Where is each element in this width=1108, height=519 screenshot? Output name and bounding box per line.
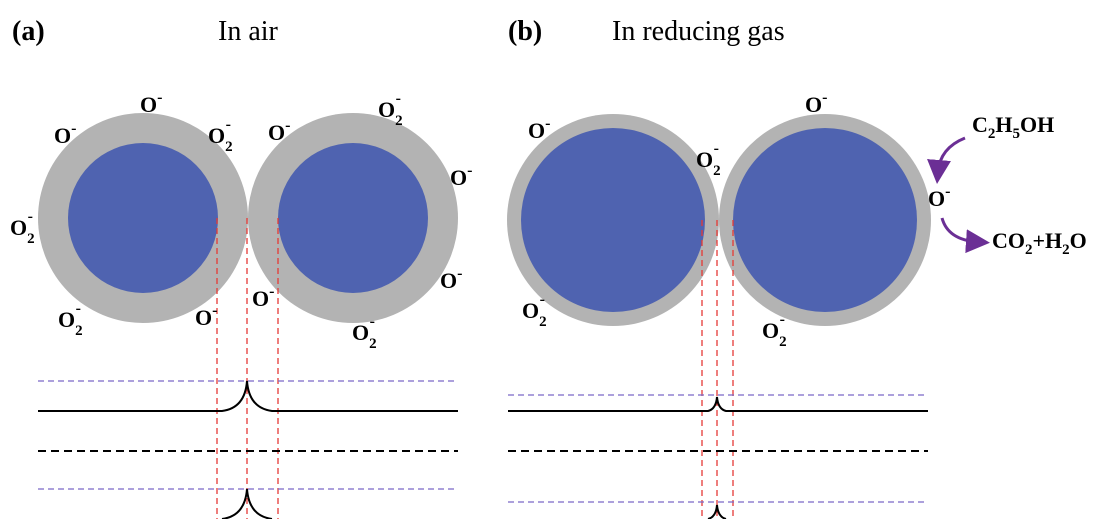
ion-label: O-: [195, 302, 217, 330]
ion-subscript: 2: [779, 334, 787, 350]
ion-charge: -: [540, 291, 545, 308]
ion-symbol: O: [58, 307, 75, 332]
ion-symbol: O: [762, 318, 779, 343]
formula-part: 2: [988, 126, 996, 142]
ion-charge: -: [714, 140, 719, 157]
ion-charge: -: [212, 302, 217, 319]
formula-part: C: [972, 112, 988, 137]
ion-charge: -: [945, 183, 950, 200]
ion-label: O2 -: [10, 208, 35, 247]
ion-symbol: O: [268, 120, 285, 145]
ion-subscript: 2: [225, 139, 233, 155]
formula-part: H: [995, 112, 1012, 137]
formula-part: CO: [992, 228, 1025, 253]
ion-subscript: 2: [395, 113, 403, 129]
panel-letter: (b): [508, 16, 542, 47]
ion-symbol: O: [928, 186, 945, 211]
formula: C2H5OH: [972, 112, 1054, 142]
ion-charge: -: [545, 115, 550, 132]
formula: CO2+H2O: [992, 228, 1087, 258]
ion-symbol: O: [140, 92, 157, 117]
ion-symbol: O: [352, 320, 369, 345]
ion-charge: -: [285, 117, 290, 134]
formula-part: O: [1070, 228, 1087, 253]
ion-charge: -: [269, 283, 274, 300]
panel-title: In air: [218, 16, 279, 47]
ion-charge: -: [396, 90, 401, 107]
ion-charge: -: [822, 89, 827, 106]
ion-label: O-: [440, 265, 462, 293]
ion-label: O-: [928, 183, 950, 211]
ion-charge: -: [467, 162, 472, 179]
ion-charge: -: [157, 89, 162, 106]
ion-subscript: 2: [369, 336, 377, 352]
ion-symbol: O: [528, 118, 545, 143]
ion-charge: -: [226, 116, 231, 133]
ion-label: O-: [805, 89, 827, 117]
formula-part: 5: [1013, 126, 1021, 142]
formula-part: OH: [1020, 112, 1054, 137]
ion-symbol: O: [252, 286, 269, 311]
ion-label: O2 -: [58, 300, 83, 339]
ion-label: O-: [450, 162, 472, 190]
ion-label: O-: [252, 283, 274, 311]
ion-subscript: 2: [27, 231, 35, 247]
ion-symbol: O: [10, 215, 27, 240]
formula-part: 2: [1025, 242, 1033, 258]
ion-label: O2 -: [522, 291, 547, 330]
particles: [38, 113, 931, 326]
ion-label: O-: [140, 89, 162, 117]
ion-charge: -: [780, 311, 785, 328]
ion-symbol: O: [195, 305, 212, 330]
ion-symbol: O: [208, 123, 225, 148]
ion-subscript: 2: [539, 314, 547, 330]
ion-charge: -: [370, 313, 375, 330]
ion-subscript: 2: [713, 163, 721, 179]
ion-symbol: O: [450, 165, 467, 190]
formula-part: +H: [1033, 228, 1063, 253]
ion-symbol: O: [805, 92, 822, 117]
diagram: (a) In air (b) In reducing gas O-O-O2-O-: [0, 0, 1108, 519]
ion-subscript: 2: [75, 323, 83, 339]
ion-symbol: O: [696, 147, 713, 172]
ion-charge: -: [457, 265, 462, 282]
ion-symbol: O: [54, 123, 71, 148]
formula-part: 2: [1062, 242, 1070, 258]
ion-charge: -: [76, 300, 81, 317]
ion-symbol: O: [522, 298, 539, 323]
ion-charge: -: [28, 208, 33, 225]
ion-symbol: O: [440, 268, 457, 293]
ion-label: O2 -: [762, 311, 787, 350]
ion-charge: -: [71, 120, 76, 137]
ion-symbol: O: [378, 97, 395, 122]
panel-letter: (a): [12, 16, 45, 47]
panel-title: In reducing gas: [612, 16, 785, 47]
